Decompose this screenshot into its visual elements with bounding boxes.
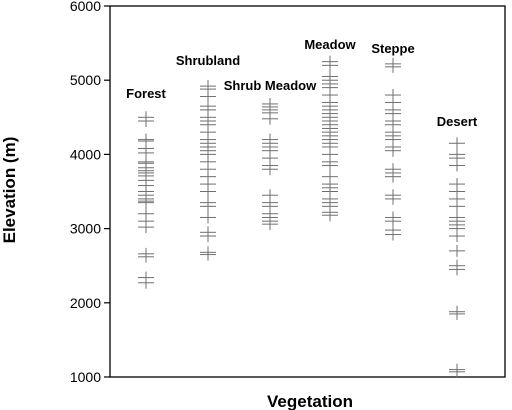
- data-point: [138, 247, 154, 260]
- data-point: [262, 189, 278, 202]
- plot-frame: [109, 5, 506, 378]
- y-tick-label: 3000: [70, 221, 101, 237]
- data-point: [138, 111, 154, 124]
- data-point: [138, 207, 154, 220]
- data-point: [200, 226, 216, 239]
- data-point: [449, 244, 465, 257]
- data-point: [138, 133, 154, 146]
- data-point: [449, 305, 465, 318]
- data-point: [262, 97, 278, 110]
- data-point: [449, 137, 465, 150]
- data-point: [449, 211, 465, 224]
- data-point: [385, 57, 401, 70]
- data-point: [385, 189, 401, 202]
- y-axis-title: Elevation (m): [0, 137, 19, 244]
- data-point: [385, 163, 401, 176]
- data-point: [200, 211, 216, 224]
- data-point: [322, 70, 338, 83]
- category-label: Steppe: [371, 41, 414, 56]
- data-point: [385, 89, 401, 102]
- category-labels: Forest Shrubland Shrub Meadow Meadow Steppe D…: [126, 37, 478, 129]
- category-label: Forest: [126, 86, 166, 101]
- x-axis-title: Vegetation: [267, 392, 353, 410]
- y-tick-label: 5000: [70, 72, 101, 88]
- data-point: [200, 80, 216, 93]
- data-point: [385, 211, 401, 224]
- y-tick-label: 6000: [70, 0, 101, 14]
- y-tick-label: 4000: [70, 146, 101, 162]
- data-marks: [138, 55, 465, 378]
- data-point: [200, 246, 216, 259]
- data-point: [138, 271, 154, 284]
- category-label: Shrubland: [176, 53, 240, 68]
- data-point: [262, 133, 278, 146]
- data-point: [449, 259, 465, 272]
- y-axis: 1000 2000 3000 4000 5000 6000: [70, 0, 110, 385]
- data-point: [449, 363, 465, 376]
- category-label: Desert: [437, 114, 478, 129]
- data-point: [322, 170, 338, 183]
- category-label: Shrub Meadow: [224, 78, 317, 93]
- data-point: [449, 148, 465, 161]
- data-point: [449, 178, 465, 191]
- y-tick-label: 1000: [70, 369, 101, 385]
- data-point: [200, 196, 216, 209]
- y-tick-label: 2000: [70, 295, 101, 311]
- category-label: Meadow: [304, 37, 356, 52]
- data-point: [322, 55, 338, 68]
